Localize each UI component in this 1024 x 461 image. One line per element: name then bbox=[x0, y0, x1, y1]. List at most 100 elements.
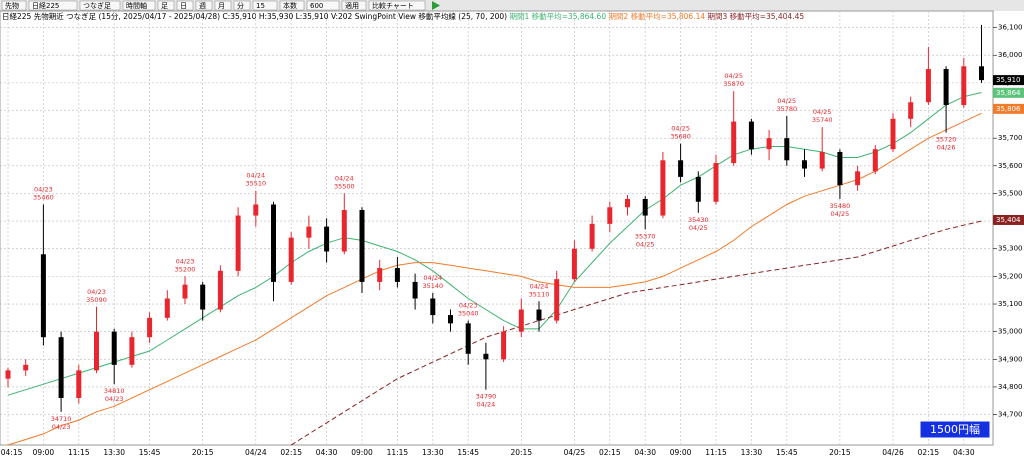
price-box-label: 35,910 bbox=[996, 76, 1021, 84]
toolbar-label: 足 bbox=[161, 2, 168, 10]
toolbar-button[interactable] bbox=[233, 0, 251, 11]
candle-body bbox=[94, 331, 99, 371]
toolbar-button[interactable] bbox=[79, 0, 121, 11]
toolbar-button[interactable] bbox=[28, 0, 78, 11]
candle-body bbox=[501, 331, 507, 360]
candle-body bbox=[359, 210, 365, 282]
toolbar-label: 比較チャート bbox=[372, 1, 414, 10]
toolbar-button[interactable] bbox=[214, 0, 232, 11]
header: 日経225 先物期近 つなぎ足 (15分, 2025/04/17 - 2025/… bbox=[2, 11, 804, 21]
candle-body bbox=[23, 364, 29, 371]
y-tick-label: 34,700 bbox=[998, 411, 1023, 419]
toolbar-label: 本数 bbox=[283, 1, 297, 10]
x-tick-label: 04/24 bbox=[245, 448, 267, 457]
toolbar-items: 先物 日経225 つなぎ足 時間軸 足 日 週 月 分 15 本数 600 適用 比較チャート bbox=[1, 0, 440, 11]
toolbar-button[interactable] bbox=[368, 0, 426, 11]
candle-body bbox=[164, 298, 170, 318]
toolbar-button[interactable] bbox=[1, 0, 27, 11]
annotation-value: 35780 bbox=[776, 105, 797, 113]
ma-line bbox=[290, 220, 982, 446]
annotation-date: 04/23 bbox=[176, 257, 195, 265]
y-tick-label: 34,900 bbox=[998, 355, 1023, 363]
annotation-date: 04/24 bbox=[477, 401, 496, 409]
play-icon[interactable] bbox=[432, 1, 440, 10]
annotation-date: 04/23 bbox=[105, 395, 124, 403]
annotation-value: 35430 bbox=[688, 216, 709, 224]
candle-body bbox=[324, 226, 330, 252]
candle-body bbox=[40, 254, 46, 338]
x-tick-label: 04:30 bbox=[316, 448, 338, 457]
annotation-date: 04/25 bbox=[689, 224, 708, 232]
candle-body bbox=[855, 171, 861, 186]
candle-body bbox=[607, 207, 613, 224]
x-tick-label: 09:00 bbox=[351, 448, 373, 457]
price-box-label: 35,864 bbox=[996, 89, 1021, 97]
y-tick-label: 36,000 bbox=[998, 51, 1023, 59]
toolbar-label: 15 bbox=[256, 2, 265, 10]
header-part: 期間2 移動平均=35,806.14 bbox=[609, 11, 706, 21]
annotation-date: 04/24 bbox=[423, 274, 442, 282]
toolbar-label: 適用 bbox=[345, 1, 359, 10]
y-tick-label: 35,200 bbox=[998, 272, 1023, 280]
annotation-date: 04/25 bbox=[724, 72, 743, 80]
toolbar-button[interactable] bbox=[341, 0, 367, 11]
candle-body bbox=[341, 210, 347, 252]
plot-frame bbox=[0, 10, 994, 446]
candle-body bbox=[961, 66, 967, 105]
x-tick-label: 15:45 bbox=[457, 448, 479, 457]
annotation-value: 35480 bbox=[830, 202, 851, 210]
toolbar-button[interactable] bbox=[195, 0, 213, 11]
x-tick-label: 15:45 bbox=[776, 448, 798, 457]
candle-body bbox=[571, 248, 577, 280]
toolbar-button[interactable] bbox=[306, 0, 340, 11]
moving-averages bbox=[7, 92, 982, 446]
toolbar-label: 日経225 bbox=[32, 1, 59, 10]
toolbar-button[interactable] bbox=[176, 0, 194, 11]
candle-body bbox=[713, 163, 719, 202]
annotation-value: 35110 bbox=[529, 290, 550, 298]
header-part: 期間1 移動平均=35,864.60 bbox=[509, 11, 606, 21]
annotation-value: 35680 bbox=[670, 133, 691, 141]
candle-body bbox=[182, 284, 188, 299]
candle-body bbox=[483, 353, 489, 360]
price-box bbox=[993, 103, 1024, 114]
candles bbox=[5, 24, 984, 412]
candle-body bbox=[76, 370, 82, 399]
candle-body bbox=[412, 281, 418, 299]
scale-label: 1500円幅 bbox=[930, 423, 980, 436]
toolbar-label: つなぎ足 bbox=[83, 1, 111, 10]
x-tick-label: 20:15 bbox=[510, 448, 532, 457]
candle-body bbox=[819, 151, 825, 169]
toolbar-button[interactable] bbox=[279, 0, 305, 11]
candle-body bbox=[147, 317, 153, 338]
annotation-date: 04/23 bbox=[34, 186, 53, 194]
candle-body bbox=[235, 215, 241, 271]
y-tick-label: 34,800 bbox=[998, 383, 1023, 391]
candle-body bbox=[748, 121, 754, 150]
toolbar-label: 分 bbox=[237, 1, 244, 10]
x-tick-label: 04:30 bbox=[953, 448, 975, 457]
x-tick-label: 09:00 bbox=[670, 448, 692, 457]
price-box bbox=[993, 75, 1024, 86]
annotation-value: 35720 bbox=[936, 136, 957, 144]
candle-body bbox=[589, 223, 595, 249]
toolbar-button[interactable] bbox=[157, 0, 175, 11]
candle-body bbox=[288, 237, 294, 282]
toolbar-button[interactable] bbox=[252, 0, 278, 11]
annotation-value: 34790 bbox=[476, 393, 497, 401]
toolbar-button[interactable] bbox=[122, 0, 156, 11]
candle-body bbox=[217, 270, 223, 310]
x-tick-label: 02:15 bbox=[918, 448, 940, 457]
x-tick-label: 13:30 bbox=[103, 448, 125, 457]
header-part: 日経225 先物期近 つなぎ足 (15分, 2025/04/17 - 2025/… bbox=[2, 11, 416, 21]
candle-body bbox=[890, 118, 896, 150]
candle-body bbox=[731, 121, 737, 164]
candle-body bbox=[872, 149, 878, 172]
candle-body bbox=[678, 160, 684, 177]
annotations: 04/23354603471004/2304/23350903481004/23… bbox=[33, 72, 956, 431]
ma-line bbox=[7, 112, 982, 446]
axes: 34,700 34,800 34,900 35,000 35,100 35,200 35,3… bbox=[0, 24, 1024, 457]
toolbar-label: 週 bbox=[199, 1, 206, 10]
